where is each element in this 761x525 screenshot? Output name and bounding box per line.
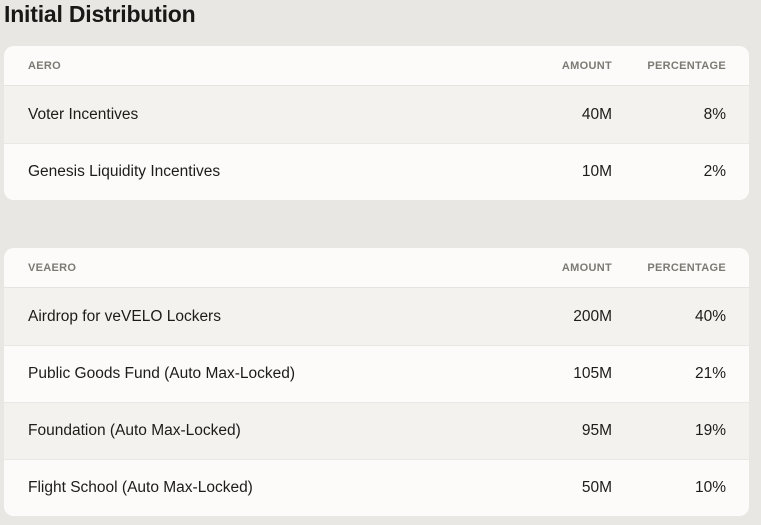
column-header-percentage: PERCENTAGE [647, 59, 726, 72]
table-header: VEAERO AMOUNT PERCENTAGE [4, 248, 749, 288]
column-header-percentage: PERCENTAGE [647, 261, 726, 274]
column-header-token: AERO [28, 59, 61, 72]
table-header: AERO AMOUNT PERCENTAGE [4, 46, 749, 86]
aero-distribution-table: AERO AMOUNT PERCENTAGE Voter Incentives … [4, 46, 749, 200]
table-row: Flight School (Auto Max-Locked) 50M 10% [4, 459, 749, 516]
row-name: Voter Incentives [28, 105, 139, 123]
row-name: Public Goods Fund (Auto Max-Locked) [28, 365, 296, 382]
row-amount: 10M [581, 163, 612, 180]
row-amount: 200M [573, 307, 612, 325]
table-row: Foundation (Auto Max-Locked) 95M 19% [4, 402, 749, 459]
table-row: Public Goods Fund (Auto Max-Locked) 105M… [4, 345, 749, 402]
row-percentage: 2% [703, 163, 726, 180]
row-name: Genesis Liquidity Incentives [28, 163, 221, 180]
row-percentage: 19% [694, 422, 726, 439]
table-row: Genesis Liquidity Incentives 10M 2% [4, 143, 749, 200]
veaero-distribution-table: VEAERO AMOUNT PERCENTAGE Airdrop for veV… [4, 248, 749, 516]
row-percentage: 40% [694, 307, 726, 325]
column-header-token: VEAERO [28, 261, 77, 274]
column-header-amount: AMOUNT [561, 261, 612, 274]
row-name: Airdrop for veVELO Lockers [28, 307, 221, 325]
row-amount: 105M [573, 365, 612, 382]
column-header-amount: AMOUNT [561, 59, 612, 72]
row-percentage: 8% [703, 105, 726, 123]
row-amount: 40M [581, 105, 612, 123]
page-title: Initial Distribution [4, 1, 196, 27]
row-percentage: 21% [694, 365, 726, 382]
row-amount: 95M [581, 422, 612, 439]
row-amount: 50M [581, 479, 612, 496]
row-name: Foundation (Auto Max-Locked) [28, 422, 241, 439]
row-percentage: 10% [694, 479, 726, 496]
table-row: Voter Incentives 40M 8% [4, 86, 749, 143]
table-row: Airdrop for veVELO Lockers 200M 40% [4, 288, 749, 345]
row-name: Flight School (Auto Max-Locked) [28, 479, 253, 496]
